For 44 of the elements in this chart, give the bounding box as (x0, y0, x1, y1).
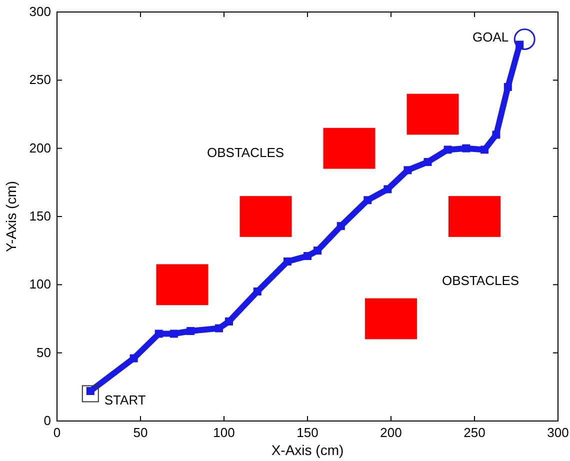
point (336, 222, 345, 230)
x-tick-label: 200 (380, 425, 402, 440)
annotation: OBSTACLES (442, 273, 520, 288)
bar (406, 94, 459, 135)
point (225, 317, 234, 326)
y-axis-title: Y-Axis (cm) (3, 180, 19, 252)
point (314, 246, 322, 255)
x-tick-label: 300 (547, 425, 569, 440)
bar (448, 196, 500, 237)
point (444, 146, 452, 154)
point (492, 130, 500, 139)
y-tick-label: 100 (29, 276, 51, 292)
y-tick-label: 250 (29, 72, 51, 88)
point (480, 146, 489, 154)
annotation: GOAL (472, 29, 509, 44)
annotation: START (104, 392, 146, 408)
point (253, 287, 262, 296)
x-axis-title: X-Axis (cm) (271, 442, 344, 458)
annotation: OBSTACLES (207, 145, 284, 160)
y-tick-label: 50 (36, 344, 51, 360)
point (514, 28, 536, 50)
point (130, 354, 138, 362)
x-tick-label: 150 (296, 425, 318, 440)
y-tick-label: 200 (29, 140, 51, 156)
x-tick-label: 100 (213, 425, 235, 440)
y-tick-label: 300 (29, 4, 51, 19)
bar (323, 128, 376, 169)
point (283, 257, 292, 266)
point (304, 252, 312, 260)
y-tick-label: 150 (29, 208, 51, 224)
x-tick-label: 50 (133, 425, 148, 440)
x-tick-label: 0 (53, 425, 61, 440)
point (424, 158, 432, 166)
point (404, 166, 412, 174)
y-tick-label: 0 (44, 413, 51, 428)
point (364, 196, 372, 204)
point (82, 385, 99, 402)
bar (365, 298, 417, 340)
bar (156, 264, 208, 306)
point (214, 324, 223, 332)
x-tick-label: 250 (464, 425, 486, 440)
point (384, 185, 392, 194)
point (154, 330, 163, 338)
bar (240, 196, 292, 237)
